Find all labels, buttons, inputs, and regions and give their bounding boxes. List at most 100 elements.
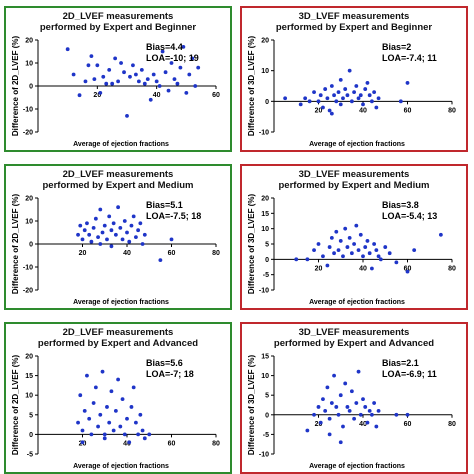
data-point — [91, 401, 96, 405]
loa-label: LOA=-6.9; 11 — [382, 369, 437, 379]
data-point — [367, 93, 372, 98]
data-point — [336, 248, 341, 253]
data-point — [109, 228, 114, 233]
data-point — [118, 226, 123, 230]
x-tick-label: 20 — [315, 107, 323, 114]
data-point — [318, 420, 323, 425]
data-point — [341, 254, 345, 259]
data-point — [307, 99, 312, 104]
data-point — [338, 393, 343, 398]
data-point — [283, 96, 288, 101]
data-point — [372, 401, 377, 405]
data-point — [148, 97, 153, 102]
data-point — [374, 248, 379, 253]
data-point — [374, 105, 379, 110]
data-point — [96, 424, 100, 429]
data-point — [405, 412, 410, 417]
data-point — [338, 239, 343, 243]
y-tick-label: 15 — [25, 373, 33, 380]
data-point — [111, 221, 116, 226]
data-point — [323, 87, 328, 91]
data-point — [136, 432, 141, 437]
data-point — [169, 237, 174, 242]
data-point — [98, 91, 103, 95]
y-tick-label: 5 — [265, 242, 269, 249]
bias-label: Bias=2.1 — [382, 358, 419, 368]
x-tick-label: 60 — [168, 440, 176, 447]
data-point — [193, 84, 198, 88]
y-tick-label: 10 — [25, 393, 33, 400]
data-point — [352, 416, 356, 421]
data-point — [122, 432, 127, 437]
data-point — [336, 412, 341, 417]
data-point — [347, 408, 352, 413]
data-point — [312, 90, 316, 95]
data-point — [376, 254, 381, 259]
data-point — [349, 389, 354, 394]
data-point — [110, 81, 115, 86]
data-point — [376, 408, 381, 413]
data-point — [118, 424, 123, 429]
data-point — [147, 432, 152, 437]
data-point — [85, 221, 89, 226]
x-tick-label: 20 — [79, 250, 87, 257]
data-point — [98, 207, 103, 212]
x-tick-label: 80 — [448, 421, 456, 428]
data-point — [184, 91, 189, 95]
x-axis-label: Average of ejection fractions — [73, 299, 169, 306]
data-point — [134, 72, 138, 77]
data-point — [140, 242, 145, 246]
data-point — [316, 405, 321, 409]
bias-label: Bias=3.8 — [382, 200, 419, 210]
data-point — [347, 235, 352, 240]
x-tick-label: 60 — [404, 107, 412, 114]
x-tick-label: 80 — [212, 250, 220, 257]
data-point — [332, 93, 336, 98]
data-point — [325, 96, 330, 101]
data-point — [327, 432, 332, 437]
data-point — [105, 237, 109, 242]
data-point — [96, 235, 100, 239]
data-point — [334, 99, 339, 104]
data-point — [341, 96, 345, 101]
data-point — [87, 232, 92, 237]
y-tick-label: 0 — [29, 242, 33, 249]
data-point — [119, 61, 123, 65]
y-axis-label: Difference of 3D_LVEF (%) — [247, 194, 256, 295]
data-point — [129, 405, 134, 409]
data-point — [127, 239, 132, 244]
data-point — [136, 228, 141, 233]
data-point — [321, 254, 325, 259]
y-tick-label: 10 — [261, 68, 269, 75]
data-point — [142, 436, 147, 441]
data-point — [332, 373, 336, 378]
bias-label: Bias=5.1 — [146, 200, 183, 210]
data-point — [145, 77, 150, 81]
data-point — [363, 405, 368, 409]
y-tick-label: 0 — [29, 84, 33, 91]
data-point — [169, 61, 174, 65]
data-point — [334, 229, 339, 234]
data-point — [160, 49, 165, 54]
data-point — [318, 93, 323, 98]
data-point — [122, 219, 127, 223]
data-point — [345, 405, 350, 409]
y-axis-label: Difference of 2D_LVEF (%) — [11, 36, 20, 137]
data-point — [327, 108, 332, 113]
data-point — [356, 96, 361, 101]
data-point — [354, 401, 359, 405]
data-point — [412, 248, 417, 253]
y-axis-label: Difference of 3D_LVEF (%) — [247, 36, 256, 137]
x-tick-label: 40 — [153, 92, 161, 99]
data-point — [438, 232, 443, 237]
data-point — [343, 226, 348, 231]
y-tick-label: 20 — [261, 38, 269, 45]
x-tick-label: 20 — [93, 92, 101, 99]
data-point — [329, 235, 334, 240]
data-point — [365, 420, 370, 425]
y-tick-label: 0 — [265, 412, 269, 419]
data-point — [128, 74, 132, 79]
data-point — [367, 408, 372, 413]
data-point — [138, 221, 143, 226]
